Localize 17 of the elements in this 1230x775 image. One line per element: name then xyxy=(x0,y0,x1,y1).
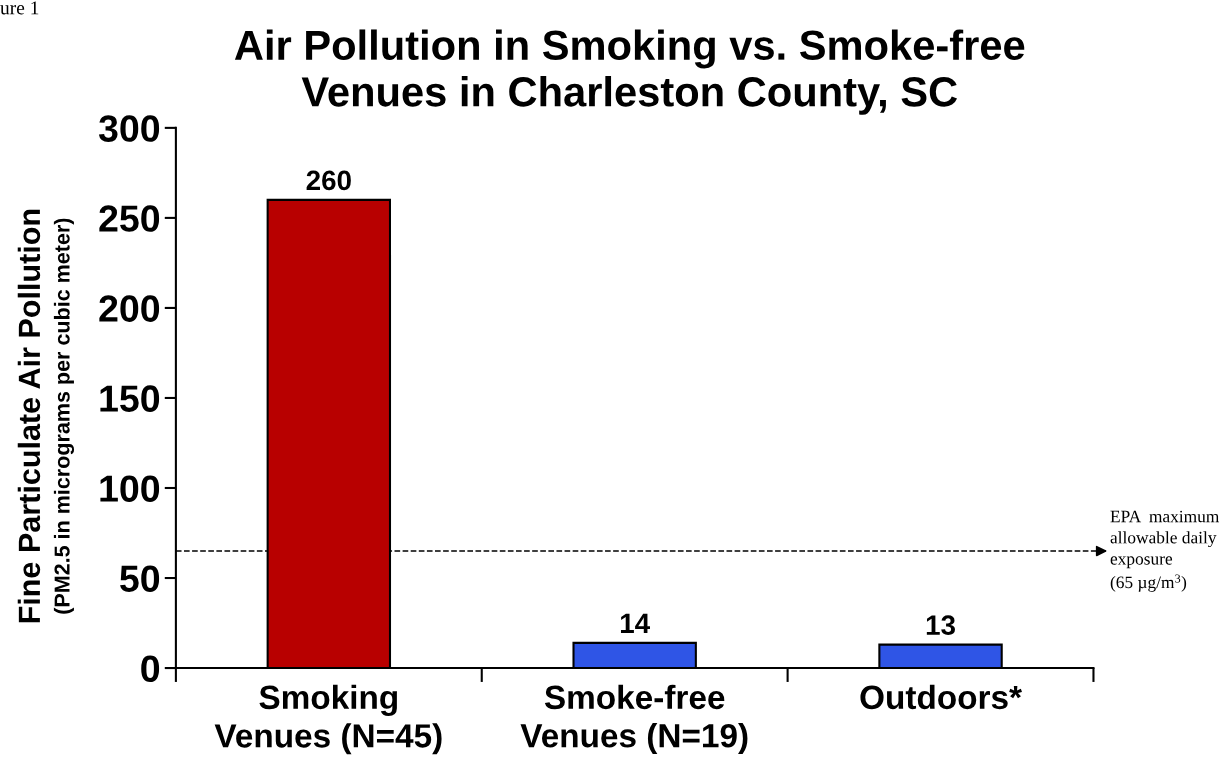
y-tick-label: 150 xyxy=(100,385,160,412)
y-axis-title: Fine Particulate Air Pollution (PM2.5 in micrograms per cubic meter) xyxy=(17,209,75,623)
data-label: 14 xyxy=(620,613,650,633)
x-tick-label: Smoke-free Venues (N=19) xyxy=(520,684,748,755)
x-tick-label: Smoking Venues (N=45) xyxy=(214,684,442,755)
y-tick-label: 250 xyxy=(99,205,160,232)
y-tick-label: 200 xyxy=(99,295,160,322)
text: ure 1 xyxy=(0,1,39,15)
y-tick-label: 100 xyxy=(100,475,160,502)
y-tick-label: 0 xyxy=(141,655,160,683)
data-label: 260 xyxy=(306,170,351,191)
data-label: 13 xyxy=(926,615,955,636)
y-tick-label: 50 xyxy=(120,565,160,592)
ref-line-label: EPA maximum allowable daily exposure (65 µg/m$^{3}$) xyxy=(1110,510,1220,592)
x-tick-label: Outdoors* xyxy=(860,684,1022,710)
y-tick-label: 300 xyxy=(98,115,160,142)
chart-title: Air Pollution in Smoking vs. Smoke-free Venues in Charleston County, SC xyxy=(234,29,1025,115)
